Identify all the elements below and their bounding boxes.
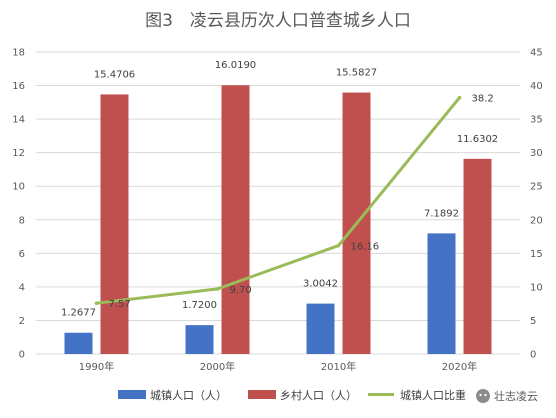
y-left-tick-label: 16 (12, 81, 25, 92)
legend-swatch (248, 390, 276, 399)
y-right-tick-label: 45 (530, 48, 543, 59)
y-axis-right: 0 5 10 15 20 25 30 35 40 45 (530, 48, 543, 361)
bar-data-label: 3.0042 (303, 279, 338, 290)
y-right-tick-label: 10 (530, 282, 543, 293)
bar-data-label: 1.2677 (61, 308, 96, 319)
line-point (215, 287, 220, 291)
y-left-tick-label: 4 (19, 282, 25, 293)
x-axis: 1990年 2000年 2010年 2020年 (79, 360, 477, 373)
legend-swatch (118, 390, 146, 399)
bar-data-label: 11.6302 (457, 134, 498, 145)
line-point (336, 243, 341, 248)
y-right-tick-label: 40 (530, 81, 543, 92)
bar-data-label: 1.7200 (182, 300, 217, 311)
line-data-label: 38.2 (472, 94, 494, 105)
y-right-tick-label: 0 (530, 350, 536, 361)
watermark: 壮志凌云 (476, 389, 538, 403)
y-right-tick-label: 5 (530, 316, 536, 327)
legend-label: 城镇人口比重 (400, 388, 466, 402)
bar-rural (100, 94, 129, 354)
data-labels: 1.2677 1.7200 3.0042 7.1892 15.4706 16.0190 15… (61, 60, 498, 318)
y-left-tick-label: 10 (12, 182, 25, 193)
y-right-tick-label: 15 (530, 249, 543, 260)
bar-data-label: 16.0190 (215, 60, 256, 71)
bar-urban (306, 303, 335, 354)
wechat-icon-eye-right (484, 393, 487, 397)
y-left-tick-label: 8 (19, 215, 25, 226)
bars (64, 85, 492, 355)
y-axis-left: 0 2 4 6 8 10 12 14 16 18 (12, 48, 25, 361)
y-left-tick-label: 12 (12, 148, 25, 159)
y-right-tick-label: 20 (530, 215, 543, 226)
line-series (94, 95, 462, 305)
line-point (457, 95, 462, 100)
bar-data-label: 7.1892 (424, 208, 459, 219)
y-left-tick-label: 18 (12, 48, 25, 59)
line-point (94, 301, 99, 305)
x-tick-label: 2000年 (200, 360, 235, 373)
bar-data-label: 15.4706 (94, 69, 135, 80)
bar-rural (463, 158, 492, 354)
chart-title: 图3 凌云县历次人口普查城乡人口 (145, 11, 411, 31)
y-left-tick-label: 0 (19, 350, 25, 361)
y-left-tick-label: 6 (19, 249, 25, 260)
bar-urban (64, 332, 93, 354)
y-right-tick-label: 30 (530, 148, 543, 159)
line-data-label: 7.57 (109, 299, 131, 310)
line-urban-share (95, 96, 461, 305)
y-left-tick-label: 2 (19, 316, 25, 327)
y-right-tick-label: 25 (530, 182, 543, 193)
line-data-label: 9.70 (230, 285, 252, 296)
legend: 城镇人口（人） 乡村人口（人） 城镇人口比重 (118, 388, 466, 402)
bar-rural (221, 85, 250, 354)
wechat-icon (476, 389, 490, 403)
bar-data-label: 15.5827 (336, 68, 377, 79)
x-tick-label: 1990年 (79, 360, 114, 373)
legend-label: 乡村人口（人） (280, 388, 357, 402)
watermark-text: 壮志凌云 (494, 389, 538, 403)
bar-urban (185, 325, 214, 354)
y-right-tick-label: 35 (530, 115, 543, 126)
legend-label: 城镇人口（人） (150, 388, 227, 402)
wechat-icon-eye-left (479, 393, 482, 397)
bar-urban (427, 233, 456, 354)
x-tick-label: 2020年 (442, 360, 477, 373)
line-data-label: 16.16 (351, 242, 380, 253)
x-tick-label: 2010年 (321, 360, 356, 373)
y-left-tick-label: 14 (12, 115, 25, 126)
